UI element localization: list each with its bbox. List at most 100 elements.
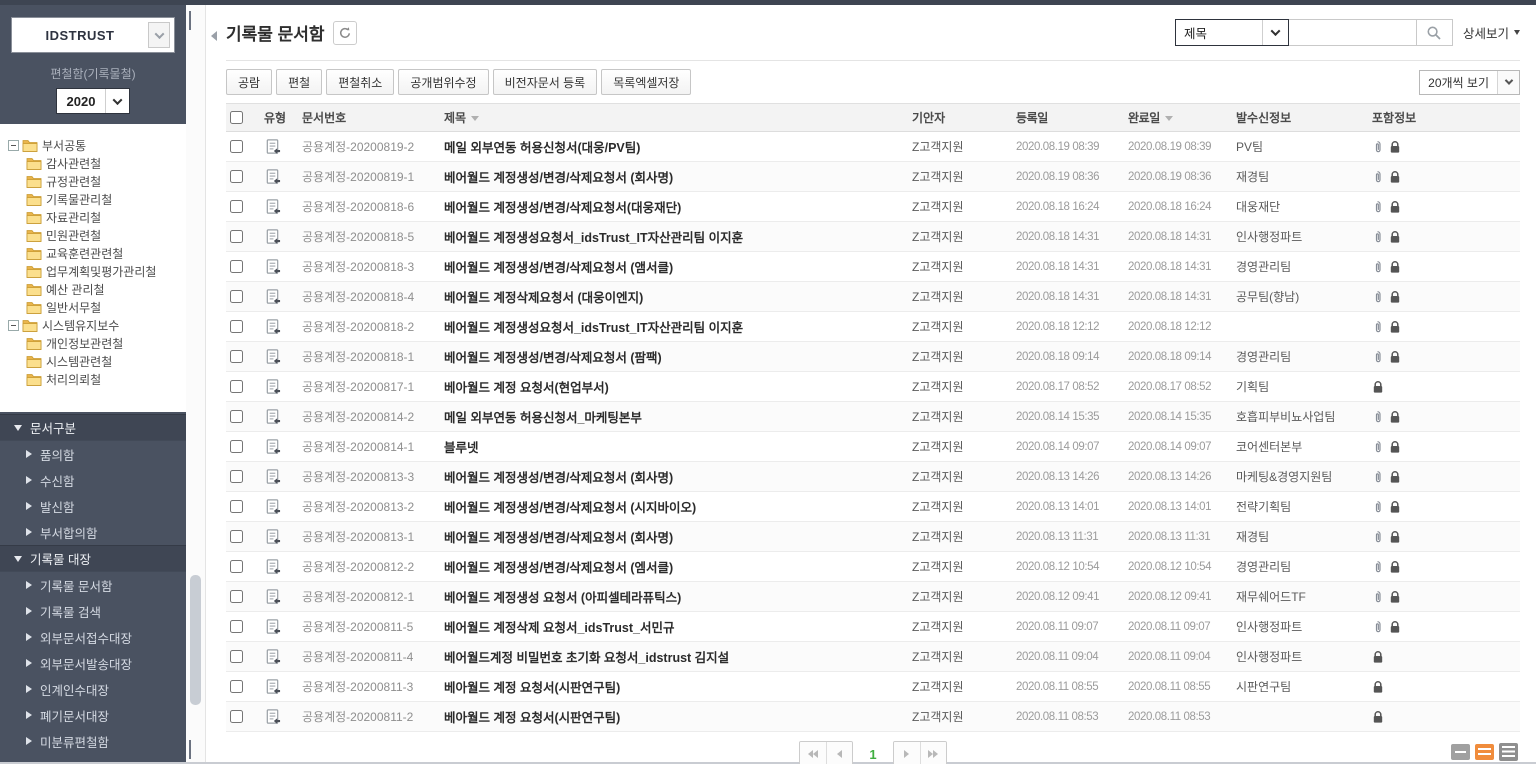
- menu-item[interactable]: 부서합의함: [0, 519, 186, 545]
- menu-item[interactable]: 수신함: [0, 467, 186, 493]
- refresh-button[interactable]: [332, 20, 357, 45]
- tree-child-folder[interactable]: 개인정보관련철: [26, 334, 180, 352]
- next-page-button[interactable]: [893, 742, 920, 764]
- row-checkbox[interactable]: [230, 650, 243, 663]
- detail-view-toggle[interactable]: 상세보기: [1463, 23, 1520, 42]
- sidebar-scrollbar[interactable]: [186, 5, 206, 762]
- scroll-up-icon[interactable]: [189, 11, 201, 30]
- first-page-button[interactable]: [800, 742, 827, 764]
- row-checkbox[interactable]: [230, 530, 243, 543]
- tree-child-folder[interactable]: 규정관련철: [26, 172, 180, 190]
- doc-title-link[interactable]: 베어월드 계정생성/변경/삭제요청서(대웅재단): [444, 201, 682, 215]
- doc-title-link[interactable]: 메일 외부연동 허용신청서(대웅/PV팀): [444, 141, 641, 155]
- doc-title-link[interactable]: 베어월드 계정생성 요청서 (아피셀테라퓨틱스): [444, 591, 682, 605]
- menu-item[interactable]: 발신함: [0, 493, 186, 519]
- toolbar-button[interactable]: 공람: [226, 69, 273, 95]
- toolbar-button[interactable]: 목록엑셀저장: [601, 69, 692, 95]
- col-title-sortable[interactable]: 제목: [444, 109, 912, 126]
- row-checkbox[interactable]: [230, 260, 243, 273]
- row-checkbox[interactable]: [230, 440, 243, 453]
- doc-title-link[interactable]: 베아월드 계정 요청서(시판연구팀): [444, 711, 621, 725]
- row-checkbox[interactable]: [230, 470, 243, 483]
- search-field-select[interactable]: 제목: [1174, 19, 1289, 46]
- menu-item[interactable]: 인계인수대장: [0, 676, 186, 702]
- table-row[interactable]: 공용계정-20200811-2 베아월드 계정 요청서(시판연구팀) Z고객지원…: [226, 702, 1520, 732]
- table-row[interactable]: 공용계정-20200811-4 베어월드계정 비밀번호 초기화 요청서_idst…: [226, 642, 1520, 672]
- sidebar-collapse-icon[interactable]: [211, 31, 217, 41]
- row-checkbox[interactable]: [230, 320, 243, 333]
- doc-title-link[interactable]: 베아월드 계정 요청서(현업부서): [444, 381, 609, 395]
- toolbar-button[interactable]: 편철취소: [326, 69, 395, 95]
- doc-title-link[interactable]: 베아월드 계정 요청서(시판연구팀): [444, 681, 621, 695]
- doc-title-link[interactable]: 베어월드 계정삭제 요청서_idsTrust_서민규: [444, 621, 675, 635]
- table-row[interactable]: 공용계정-20200813-2 베어월드 계정생성/변경/삭제요청서 (시지바이…: [226, 492, 1520, 522]
- menu-item[interactable]: 품의함: [0, 441, 186, 467]
- row-checkbox[interactable]: [230, 170, 243, 183]
- toolbar-button[interactable]: 비전자문서 등록: [492, 69, 598, 95]
- tree-child-folder[interactable]: 기록물관리철: [26, 190, 180, 208]
- year-select[interactable]: 2020: [56, 88, 130, 114]
- row-checkbox[interactable]: [230, 140, 243, 153]
- menu-item[interactable]: 미분류편철함: [0, 728, 186, 754]
- table-row[interactable]: 공용계정-20200817-1 베아월드 계정 요청서(현업부서) Z고객지원 …: [226, 372, 1520, 402]
- doc-title-link[interactable]: 베어월드 계정생성/변경/삭제요청서 (시지바이오): [444, 501, 697, 515]
- collapse-minus-icon[interactable]: [8, 319, 19, 331]
- tree-parent-folder[interactable]: 시스템유지보수: [8, 316, 180, 334]
- tree-child-folder[interactable]: 일반서무철: [26, 298, 180, 316]
- scroll-down-icon[interactable]: [189, 740, 201, 759]
- row-checkbox[interactable]: [230, 500, 243, 513]
- tree-child-folder[interactable]: 예산 관리철: [26, 280, 180, 298]
- table-row[interactable]: 공용계정-20200814-1 블루넷 Z고객지원 2020.08.14 09:…: [226, 432, 1520, 462]
- doc-title-link[interactable]: 베어월드 계정삭제요청서 (대웅이엔지): [444, 291, 644, 305]
- doc-title-link[interactable]: 베어월드 계정생성/변경/삭제요청서 (회사명): [444, 531, 674, 545]
- page-number-current[interactable]: 1: [869, 746, 877, 762]
- page-size-select[interactable]: 20개씩 보기: [1419, 69, 1520, 95]
- doc-title-link[interactable]: 베어월드 계정생성/변경/삭제요청서 (회사명): [444, 171, 674, 185]
- view-detail-icon[interactable]: [1499, 743, 1518, 761]
- menu-item[interactable]: 외부문서접수대장: [0, 624, 186, 650]
- row-checkbox[interactable]: [230, 680, 243, 693]
- toolbar-button[interactable]: 공개범위수정: [398, 69, 489, 95]
- row-checkbox[interactable]: [230, 380, 243, 393]
- table-row[interactable]: 공용계정-20200813-3 베어월드 계정생성/변경/삭제요청서 (회사명)…: [226, 462, 1520, 492]
- table-row[interactable]: 공용계정-20200812-1 베어월드 계정생성 요청서 (아피셀테라퓨틱스)…: [226, 582, 1520, 612]
- row-checkbox[interactable]: [230, 200, 243, 213]
- table-row[interactable]: 공용계정-20200814-2 메일 외부연동 허용신청서_마케팅본부 Z고객지…: [226, 402, 1520, 432]
- search-button[interactable]: [1416, 19, 1453, 46]
- tree-child-folder[interactable]: 감사관련철: [26, 154, 180, 172]
- menu-section-header[interactable]: 문서구분: [0, 414, 186, 441]
- table-row[interactable]: 공용계정-20200819-1 베어월드 계정생성/변경/삭제요청서 (회사명)…: [226, 162, 1520, 192]
- table-row[interactable]: 공용계정-20200813-1 베어월드 계정생성/변경/삭제요청서 (회사명)…: [226, 522, 1520, 552]
- tree-child-folder[interactable]: 민원관련철: [26, 226, 180, 244]
- table-row[interactable]: 공용계정-20200818-1 베어월드 계정생성/변경/삭제요청서 (팜팩) …: [226, 342, 1520, 372]
- col-done-date-sortable[interactable]: 완료일: [1128, 109, 1236, 126]
- table-row[interactable]: 공용계정-20200819-2 메일 외부연동 허용신청서(대웅/PV팀) Z고…: [226, 132, 1520, 162]
- table-row[interactable]: 공용계정-20200812-2 베어월드 계정생성/변경/삭제요청서 (엠서클)…: [226, 552, 1520, 582]
- menu-item[interactable]: 기록물 문서함: [0, 572, 186, 598]
- org-select[interactable]: IDSTRUST: [11, 17, 175, 53]
- tree-parent-folder[interactable]: 부서공통: [8, 136, 180, 154]
- table-row[interactable]: 공용계정-20200818-2 베어월드 계정생성요청서_idsTrust_IT…: [226, 312, 1520, 342]
- menu-item[interactable]: 기록물 검색: [0, 598, 186, 624]
- select-all-checkbox[interactable]: [230, 111, 243, 124]
- row-checkbox[interactable]: [230, 590, 243, 603]
- table-row[interactable]: 공용계정-20200818-3 베어월드 계정생성/변경/삭제요청서 (앰서클)…: [226, 252, 1520, 282]
- view-collapse-icon[interactable]: [1451, 744, 1470, 760]
- menu-section-header[interactable]: 기록물 대장: [0, 545, 186, 572]
- doc-title-link[interactable]: 베어월드 계정생성요청서_idsTrust_IT자산관리팀 이지훈: [444, 231, 744, 245]
- tree-child-folder[interactable]: 시스템관련철: [26, 352, 180, 370]
- menu-item[interactable]: 외부문서발송대장: [0, 650, 186, 676]
- view-list-active-icon[interactable]: [1475, 744, 1494, 760]
- search-input[interactable]: [1288, 19, 1417, 46]
- scrollbar-thumb[interactable]: [190, 575, 201, 705]
- table-row[interactable]: 공용계정-20200818-5 베어월드 계정생성요청서_idsTrust_IT…: [226, 222, 1520, 252]
- tree-child-folder[interactable]: 업무계획및평가관리철: [26, 262, 180, 280]
- doc-title-link[interactable]: 메일 외부연동 허용신청서_마케팅본부: [444, 411, 642, 425]
- table-row[interactable]: 공용계정-20200818-4 베어월드 계정삭제요청서 (대웅이엔지) Z고객…: [226, 282, 1520, 312]
- doc-title-link[interactable]: 베어월드 계정생성/변경/삭제요청서 (앰서클): [444, 261, 674, 275]
- row-checkbox[interactable]: [230, 410, 243, 423]
- doc-title-link[interactable]: 블루넷: [444, 441, 479, 455]
- collapse-minus-icon[interactable]: [8, 139, 19, 151]
- row-checkbox[interactable]: [230, 620, 243, 633]
- row-checkbox[interactable]: [230, 230, 243, 243]
